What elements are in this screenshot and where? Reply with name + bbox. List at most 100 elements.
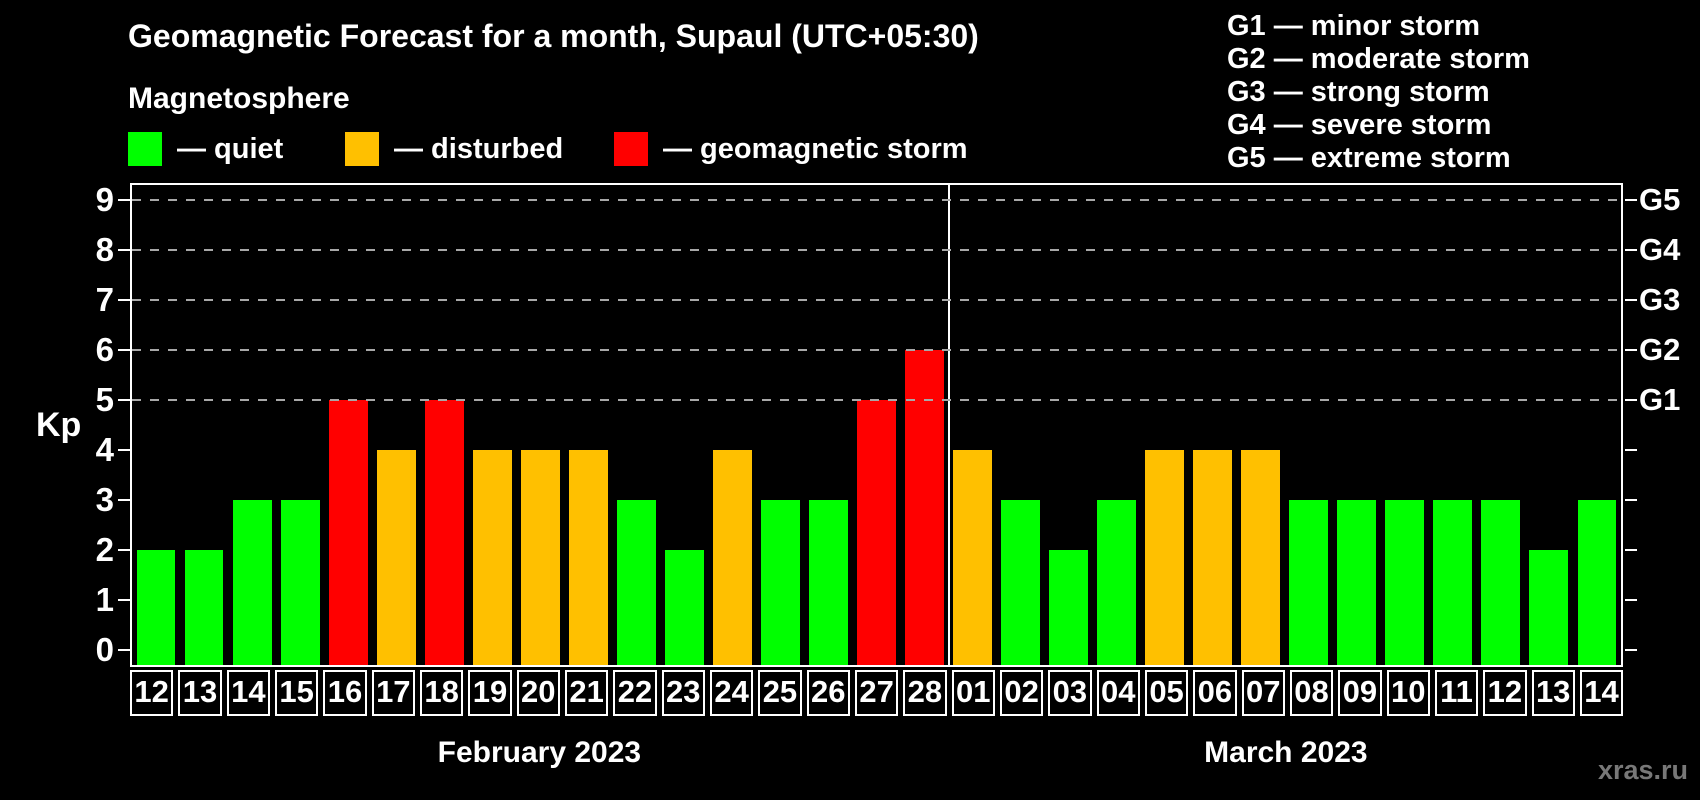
- bar-mar-10: [1385, 500, 1425, 665]
- grid-line-kp-5: [132, 399, 1621, 401]
- right-axis-label-g2: G2: [1639, 332, 1681, 367]
- grid-line-kp-7: [132, 299, 1621, 301]
- y-tick-right-2: [1625, 549, 1637, 551]
- bar-slot-mar-09: [1333, 185, 1381, 665]
- day-label-mar-04: 04: [1096, 670, 1140, 716]
- day-label-feb-25: 25: [758, 670, 802, 716]
- y-tick-left-3: [118, 499, 130, 501]
- bar-feb-13: [184, 550, 224, 665]
- legend-label-quiet: — quiet: [177, 132, 284, 165]
- grid-line-kp-8: [132, 249, 1621, 251]
- bar-slot-mar-07: [1237, 185, 1285, 665]
- bar-feb-14: [232, 500, 272, 665]
- bar-feb-12: [136, 550, 176, 665]
- day-label-feb-22: 22: [613, 670, 657, 716]
- status-legend: — quiet — disturbed — geomagnetic storm: [0, 130, 1150, 168]
- day-label-feb-21: 21: [564, 670, 609, 716]
- y-tick-label-2: 2: [95, 531, 114, 568]
- bar-mar-12: [1481, 500, 1521, 665]
- bar-mar-09: [1337, 500, 1377, 665]
- day-label-mar-14: 14: [1579, 670, 1624, 716]
- bar-slot-mar-06: [1189, 185, 1237, 665]
- bar-slot-feb-20: [516, 185, 564, 665]
- day-label-mar-05: 05: [1144, 670, 1189, 716]
- y-tick-label-3: 3: [95, 481, 114, 518]
- legend-label-disturbed: — disturbed: [394, 132, 564, 165]
- bar-feb-18: [424, 400, 464, 665]
- y-tick-left-2: [118, 549, 130, 551]
- day-label-feb-17: 17: [371, 670, 415, 716]
- y-tick-left-8: [118, 249, 130, 251]
- y-tick-right-9: [1625, 199, 1637, 201]
- day-label-feb-19: 19: [468, 670, 512, 716]
- day-label-feb-16: 16: [323, 670, 367, 716]
- bar-slot-feb-12: [132, 185, 180, 665]
- bar-mar-11: [1433, 500, 1473, 665]
- bar-slot-feb-28: [901, 185, 949, 665]
- y-tick-label-6: 6: [95, 331, 114, 368]
- bar-mar-08: [1289, 500, 1329, 665]
- storm-scale-legend: G1 — minor storm G2 — moderate storm G3 …: [1227, 10, 1530, 175]
- chart-title: Geomagnetic Forecast for a month, Supaul…: [128, 18, 979, 54]
- grid-line-kp-6: [132, 349, 1621, 351]
- day-label-feb-28: 28: [903, 670, 947, 716]
- bar-feb-25: [760, 500, 800, 665]
- y-tick-left-1: [118, 599, 130, 601]
- bar-slot-feb-18: [420, 185, 468, 665]
- plot-area: 0 1 2 3 4 5 6 7 8 9 G1 G2 G3 G4 G5: [96, 181, 1681, 668]
- day-label-mar-13: 13: [1531, 670, 1575, 716]
- right-axis-label-g4: G4: [1639, 232, 1681, 267]
- month-label-mar: March 2023: [1204, 736, 1368, 769]
- day-label-mar-02: 02: [999, 670, 1044, 716]
- day-label-mar-03: 03: [1048, 670, 1092, 716]
- bar-slot-mar-14: [1573, 185, 1621, 665]
- day-label-feb-24: 24: [709, 670, 754, 716]
- bar-slot-feb-27: [852, 185, 900, 665]
- bar-slot-feb-14: [228, 185, 276, 665]
- month-label-feb: February 2023: [437, 736, 642, 769]
- month-divider-line: [947, 185, 950, 665]
- bar-mar-13: [1529, 550, 1569, 665]
- bar-slot-mar-13: [1525, 185, 1573, 665]
- y-axis-title: Kp: [36, 406, 82, 444]
- y-tick-right-8: [1625, 249, 1637, 251]
- day-label-mar-01: 01: [951, 670, 995, 716]
- date-axis: 12 13 14 15 16 17 18 19 20 21 22 23 24 25 26 27 28 01 02 03…: [130, 670, 1624, 716]
- watermark-link[interactable]: xras.ru: [1597, 755, 1688, 785]
- bar-slot-mar-02: [997, 185, 1045, 665]
- y-tick-label-0: 0: [95, 631, 114, 668]
- bar-slot-mar-11: [1429, 185, 1477, 665]
- y-tick-label-9: 9: [95, 181, 114, 218]
- bar-feb-20: [520, 450, 560, 665]
- bar-slot-feb-13: [180, 185, 228, 665]
- bar-feb-17: [376, 450, 416, 665]
- day-label-mar-12: 12: [1483, 670, 1527, 716]
- y-tick-right-4: [1625, 449, 1637, 451]
- bar-slot-mar-04: [1093, 185, 1141, 665]
- day-label-feb-20: 20: [516, 670, 560, 716]
- day-label-mar-06: 06: [1193, 670, 1237, 716]
- y-tick-label-8: 8: [95, 231, 114, 268]
- day-label-mar-07: 07: [1241, 670, 1285, 716]
- bar-slot-feb-21: [564, 185, 612, 665]
- y-tick-right-0: [1625, 649, 1637, 651]
- storm-scale-g5: G5 — extreme storm: [1227, 142, 1511, 174]
- bar-slot-feb-26: [804, 185, 852, 665]
- day-label-feb-27: 27: [854, 670, 899, 716]
- bar-slot-mar-05: [1141, 185, 1189, 665]
- y-tick-right-7: [1625, 299, 1637, 301]
- day-label-mar-11: 11: [1434, 670, 1479, 716]
- y-tick-label-4: 4: [95, 431, 114, 468]
- y-tick-right-6: [1625, 349, 1637, 351]
- right-axis-label-g3: G3: [1639, 282, 1681, 317]
- bar-mar-06: [1193, 450, 1233, 665]
- bar-slot-feb-25: [756, 185, 804, 665]
- bar-feb-28: [905, 350, 944, 665]
- bar-slot-feb-24: [708, 185, 756, 665]
- right-axis-label-g5: G5: [1639, 182, 1681, 217]
- y-tick-left-9: [118, 199, 130, 201]
- bar-slot-feb-17: [372, 185, 420, 665]
- y-tick-left-5: [118, 399, 130, 401]
- y-tick-left-0: [118, 649, 130, 651]
